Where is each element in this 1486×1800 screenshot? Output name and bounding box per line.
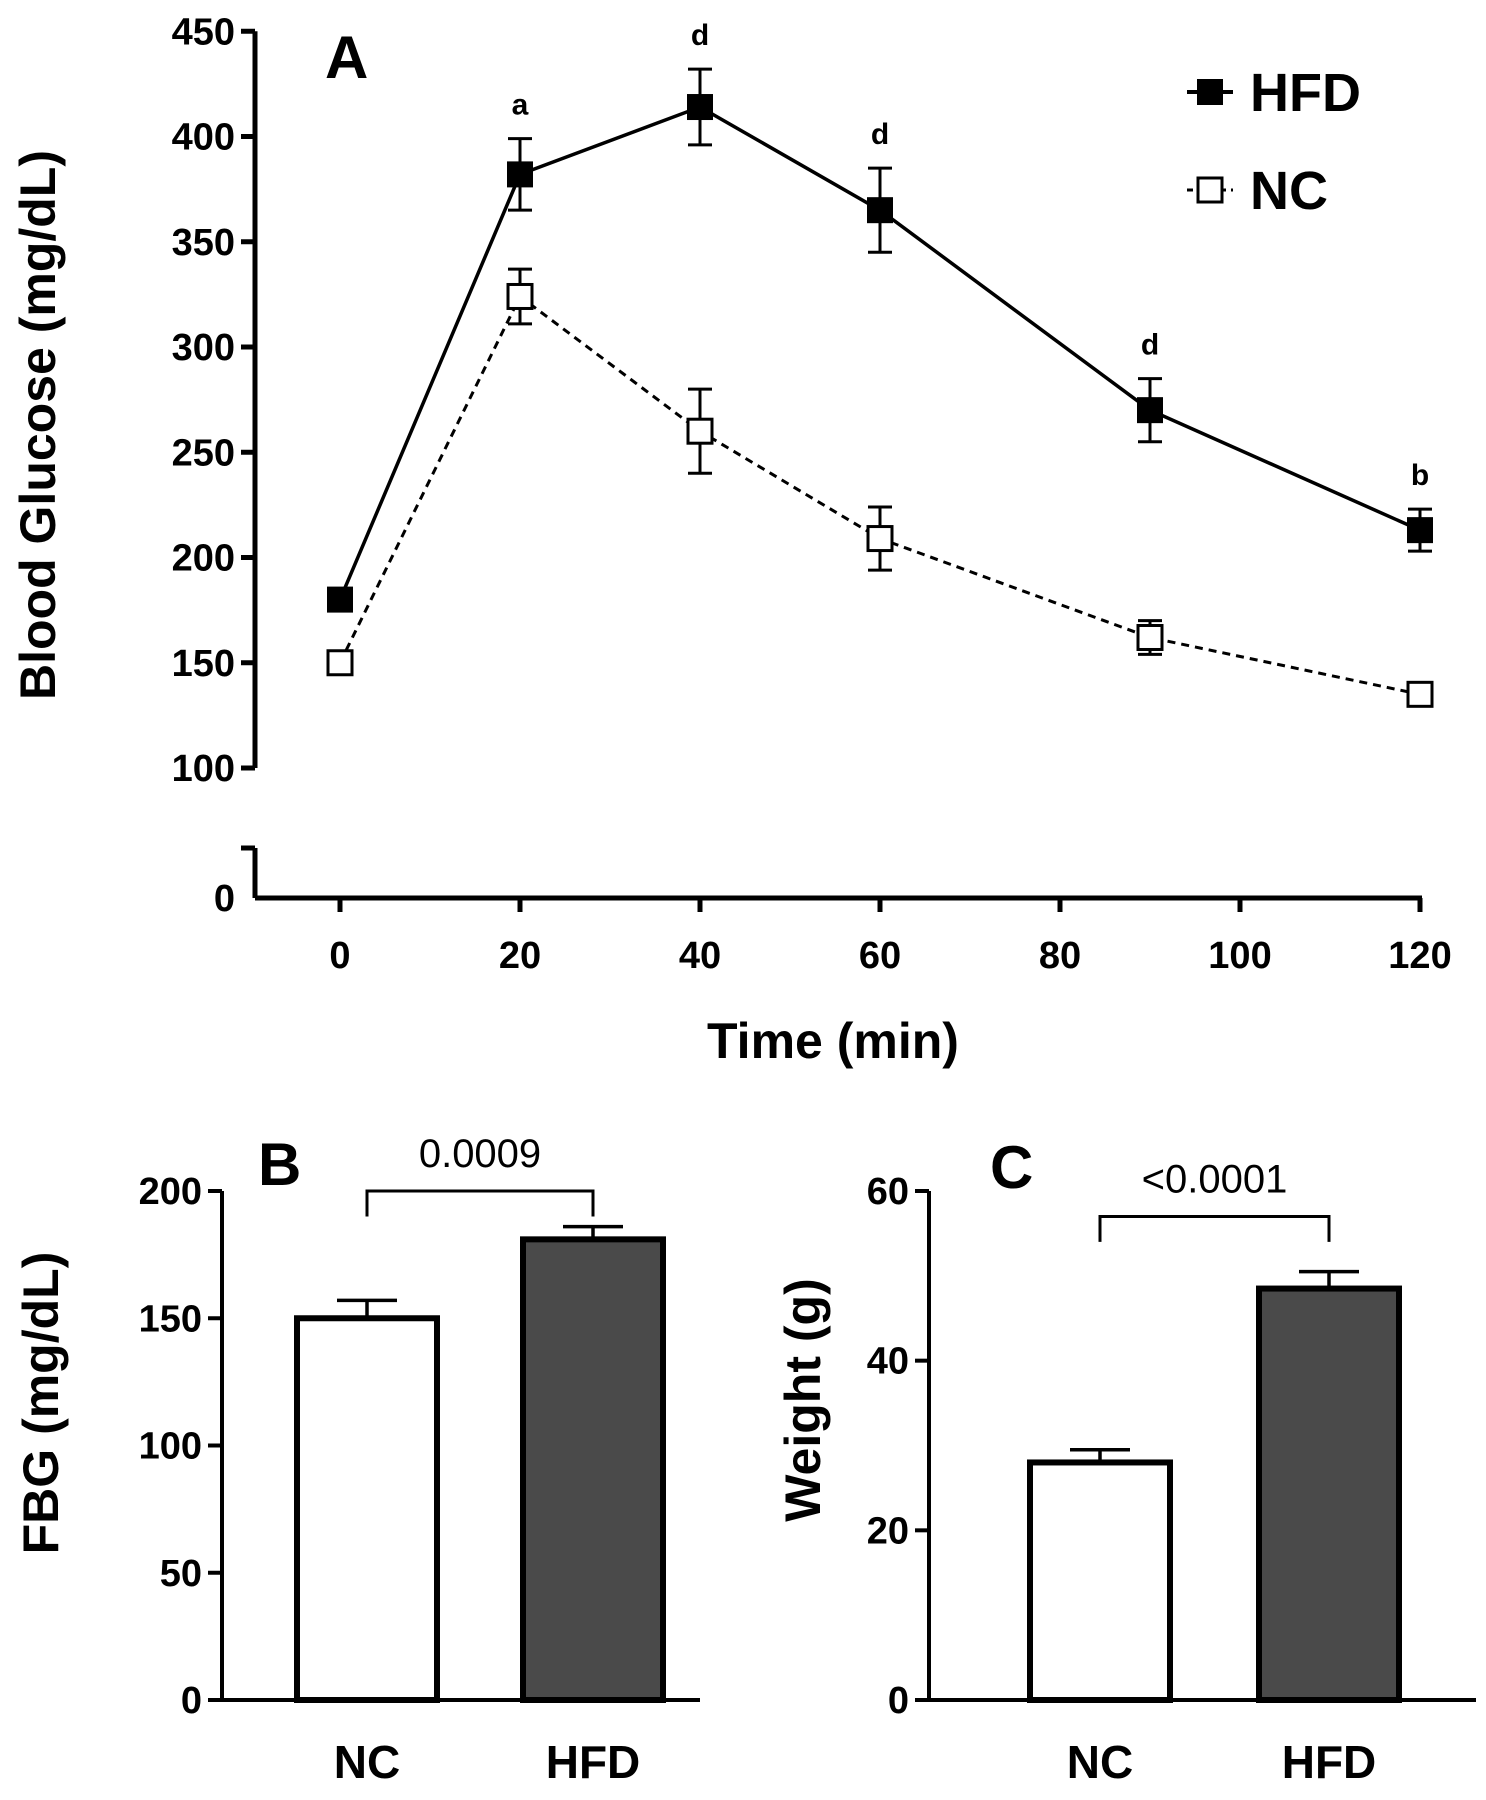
significance-label: d: [871, 118, 889, 151]
bar-hfd: [520, 1236, 666, 1703]
series-line-hfd: [338, 105, 1421, 601]
panel-a-x-axis-title: Time (min): [707, 1013, 959, 1069]
panel-b-y-axis-title: FBG (mg/dL): [13, 1252, 69, 1555]
panel-a-legend: HFD NC: [1187, 63, 1361, 221]
panel-a-x-axis: 0 20 40 60 80 100 120: [255, 895, 1452, 977]
data-point-hfd: [507, 161, 533, 188]
significance-label: a: [512, 89, 529, 122]
data-point-hfd: [327, 586, 353, 613]
data-point-hfd: [687, 94, 713, 121]
legend-nc-marker: [1196, 176, 1224, 204]
y-tick-label: 250: [172, 432, 235, 474]
x-tick-label: 80: [1039, 935, 1081, 977]
significance-label: d: [691, 19, 709, 52]
significance-label: b: [1411, 459, 1429, 492]
x-tick-label: 40: [679, 935, 721, 977]
bar-nc: [1027, 1459, 1173, 1704]
panel-c-y-axis-title: Weight (g): [775, 1278, 831, 1521]
panel-a-annotations: a d d d b: [512, 19, 1430, 492]
legend-hfd-label: HFD: [1250, 63, 1361, 123]
y-tick-label: 450: [172, 11, 235, 53]
category-label-hfd: HFD: [546, 1736, 641, 1788]
significance-bracket: [1098, 1214, 1331, 1242]
p-value-label: 0.0009: [419, 1132, 541, 1176]
y-tick-label: 150: [139, 1298, 202, 1340]
panel-b-label: B: [258, 1131, 301, 1198]
y-tick-label: 50: [160, 1553, 202, 1595]
x-tick-label: 120: [1388, 935, 1451, 977]
data-point-hfd: [1137, 397, 1163, 424]
y-tick-label: 0: [888, 1680, 909, 1722]
y-tick-label: 300: [172, 327, 235, 369]
bar-nc: [294, 1315, 440, 1703]
y-tick-label: 60: [867, 1171, 909, 1213]
panel-a-series: [326, 67, 1434, 708]
panel-a-y-axis: 100 150 200 250 300 350 400 450 0: [172, 11, 258, 920]
data-point-hfd: [1407, 517, 1433, 544]
legend-nc-label: NC: [1250, 161, 1328, 221]
x-tick-label: 20: [499, 935, 541, 977]
data-point-hfd: [867, 197, 893, 224]
x-tick-label: 60: [859, 935, 901, 977]
y-tick-label: 150: [172, 643, 235, 685]
category-label-nc: NC: [334, 1736, 400, 1788]
panel-b-plot: 0 50 100 150 200 NC HFD 0.0009: [139, 1132, 700, 1788]
data-point-nc: [506, 282, 534, 310]
data-point-nc: [866, 525, 894, 553]
legend-hfd-marker: [1197, 79, 1223, 105]
y-tick-label: 200: [172, 538, 235, 580]
x-tick-label: 100: [1208, 935, 1271, 977]
significance-label: d: [1141, 329, 1159, 362]
data-point-nc: [1136, 623, 1164, 651]
panel-c-bar-chart: C Weight (g) 0 20 40 60 NC HFD <0.0001: [775, 1134, 1476, 1788]
panel-c-label: C: [990, 1134, 1033, 1201]
category-label-nc: NC: [1067, 1736, 1133, 1788]
y-tick-label: 20: [867, 1510, 909, 1552]
data-point-nc: [1406, 680, 1434, 708]
series-line-nc: [338, 294, 1421, 696]
panel-a-label: A: [325, 24, 368, 91]
data-point-nc: [686, 417, 714, 445]
y-tick-label: 100: [139, 1426, 202, 1468]
y-tick-label: 0: [181, 1680, 202, 1722]
panel-a-line-chart: A 100 150 200 250 300 350 400 450 0 0 20 40 60 80 100…: [10, 11, 1452, 1069]
category-label-hfd: HFD: [1282, 1736, 1377, 1788]
panel-b-bar-chart: B FBG (mg/dL) 0 50 100 150 200 NC HFD 0.0009: [13, 1131, 700, 1788]
p-value-label: <0.0001: [1142, 1157, 1288, 1201]
bar-hfd: [1256, 1285, 1402, 1704]
y-tick-label: 350: [172, 222, 235, 264]
y-tick-label: 40: [867, 1341, 909, 1383]
y-tick-label: 200: [139, 1171, 202, 1213]
y-tick-label: 100: [172, 748, 235, 790]
significance-bracket: [365, 1189, 595, 1217]
panel-a-y-axis-title: Blood Glucose (mg/dL): [10, 150, 66, 700]
x-tick-label: 0: [329, 935, 350, 977]
y-tick-label: 400: [172, 117, 235, 159]
panel-c-plot: 0 20 40 60 NC HFD <0.0001: [867, 1157, 1476, 1788]
data-point-nc: [326, 649, 354, 677]
y-tick-label-zero: 0: [214, 878, 235, 920]
